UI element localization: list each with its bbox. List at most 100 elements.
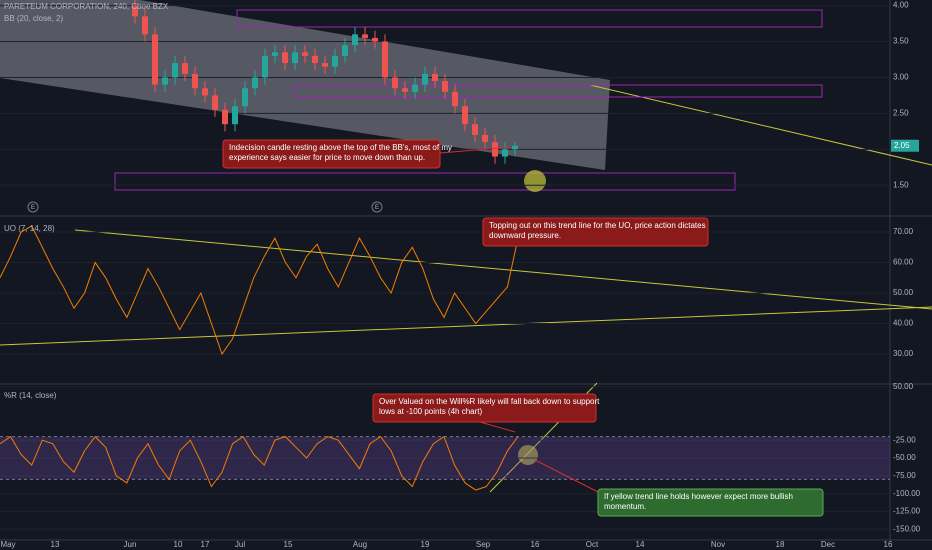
callout-box xyxy=(482,217,709,247)
candle-body xyxy=(272,52,278,56)
candle-body xyxy=(222,109,228,125)
x-tick-label: 13 xyxy=(51,540,60,549)
y-tick-label: -75.00 xyxy=(893,471,916,480)
legend: BB (20, close, 2) xyxy=(4,14,63,23)
candle-body xyxy=(142,16,148,35)
indicator-line xyxy=(0,435,519,491)
y-tick-label: 50.00 xyxy=(893,382,914,391)
candle-body xyxy=(292,52,298,64)
candle-body xyxy=(332,55,338,67)
x-tick-label: 19 xyxy=(421,540,430,549)
band xyxy=(0,436,890,480)
candle-body xyxy=(512,145,518,150)
candle-body xyxy=(402,88,408,92)
candle-body xyxy=(232,106,238,125)
candle-body xyxy=(382,41,388,78)
highlight xyxy=(524,170,546,192)
indicator-line xyxy=(0,225,519,356)
price-tag xyxy=(891,139,919,152)
candle-body xyxy=(372,37,378,42)
highlight xyxy=(518,445,538,465)
y-tick-label: -100.00 xyxy=(893,489,921,498)
annotation: Over Valued on the Will%R likely will fa… xyxy=(379,397,600,406)
candle-body xyxy=(182,63,188,74)
y-tick-label: -25.00 xyxy=(893,435,916,444)
callout-box xyxy=(597,488,824,517)
callout-line xyxy=(534,459,601,494)
x-tick-label: 15 xyxy=(284,540,293,549)
y-tick-label: -150.00 xyxy=(893,524,921,533)
legend: PARETEUM CORPORATION, 240, Cboe BZX xyxy=(4,2,169,11)
y-tick-label: -125.00 xyxy=(893,507,921,516)
candle-body xyxy=(482,134,488,143)
candle-body xyxy=(462,106,468,125)
candle-body xyxy=(422,73,428,85)
candle-body xyxy=(392,77,398,89)
candle-body xyxy=(312,55,318,64)
event-label: E xyxy=(375,205,379,211)
candle-body xyxy=(442,81,448,92)
zone xyxy=(294,84,823,98)
x-tick-label: Jun xyxy=(124,540,137,549)
candle-body xyxy=(172,63,178,78)
trend-line xyxy=(74,229,932,310)
y-tick-label: 4.00 xyxy=(893,1,909,10)
annotation: If yellow trend line holds however expec… xyxy=(604,492,793,501)
x-tick-label: Oct xyxy=(586,540,599,549)
candle-body xyxy=(252,77,258,89)
candle-body xyxy=(492,142,498,157)
annotation: momentum. xyxy=(604,502,646,511)
x-tick-label: 10 xyxy=(174,540,183,549)
candle-body xyxy=(132,5,138,17)
candle-body xyxy=(472,124,478,135)
zone xyxy=(236,9,823,28)
zone xyxy=(114,172,736,191)
y-tick-label: 40.00 xyxy=(893,319,914,328)
x-tick-label: 16 xyxy=(884,540,893,549)
x-tick-label: 17 xyxy=(201,540,210,549)
candle-body xyxy=(282,52,288,64)
x-tick-label: 18 xyxy=(776,540,785,549)
y-tick-label: 60.00 xyxy=(893,258,914,267)
candle-body xyxy=(452,91,458,107)
annotation: downward pressure. xyxy=(489,231,561,240)
y-tick-label: 3.00 xyxy=(893,73,909,82)
trend-line xyxy=(0,306,932,346)
candle-body xyxy=(362,34,368,38)
event-marker xyxy=(27,201,39,213)
x-tick-label: Sep xyxy=(476,540,491,549)
candle-body xyxy=(192,73,198,89)
legend: %R (14, close) xyxy=(4,391,57,400)
candle-body xyxy=(162,77,168,85)
candle-body xyxy=(302,52,308,56)
callout-box xyxy=(372,393,597,423)
y-tick-label: 30.00 xyxy=(893,349,914,358)
candle-body xyxy=(202,88,208,96)
y-tick-label: -50.00 xyxy=(893,453,916,462)
candle-body xyxy=(242,88,248,107)
y-tick-label: 2.50 xyxy=(893,108,909,117)
candle-body xyxy=(342,45,348,56)
x-tick-label: May xyxy=(0,540,15,549)
candle-body xyxy=(262,55,268,78)
callout-line xyxy=(479,421,516,433)
candle-body xyxy=(352,34,358,46)
candle-body xyxy=(322,63,328,67)
legend: UO (7, 14, 28) xyxy=(4,224,55,233)
y-tick-label: 50.00 xyxy=(893,288,914,297)
candle-body xyxy=(152,34,158,85)
callout-line xyxy=(439,146,511,154)
annotation: lows at -100 points (4h chart) xyxy=(379,407,482,416)
y-tick-label: 70.00 xyxy=(893,227,914,236)
y-tick-label: 3.50 xyxy=(893,37,909,46)
event-label: E xyxy=(31,205,35,211)
x-tick-label: Aug xyxy=(353,540,367,549)
price-tag-label: 2.05 xyxy=(894,141,910,150)
x-tick-label: Nov xyxy=(711,540,725,549)
x-tick-label: 16 xyxy=(531,540,540,549)
y-tick-label: 1.50 xyxy=(893,180,909,189)
trend-line xyxy=(589,84,932,166)
x-tick-label: 14 xyxy=(636,540,645,549)
